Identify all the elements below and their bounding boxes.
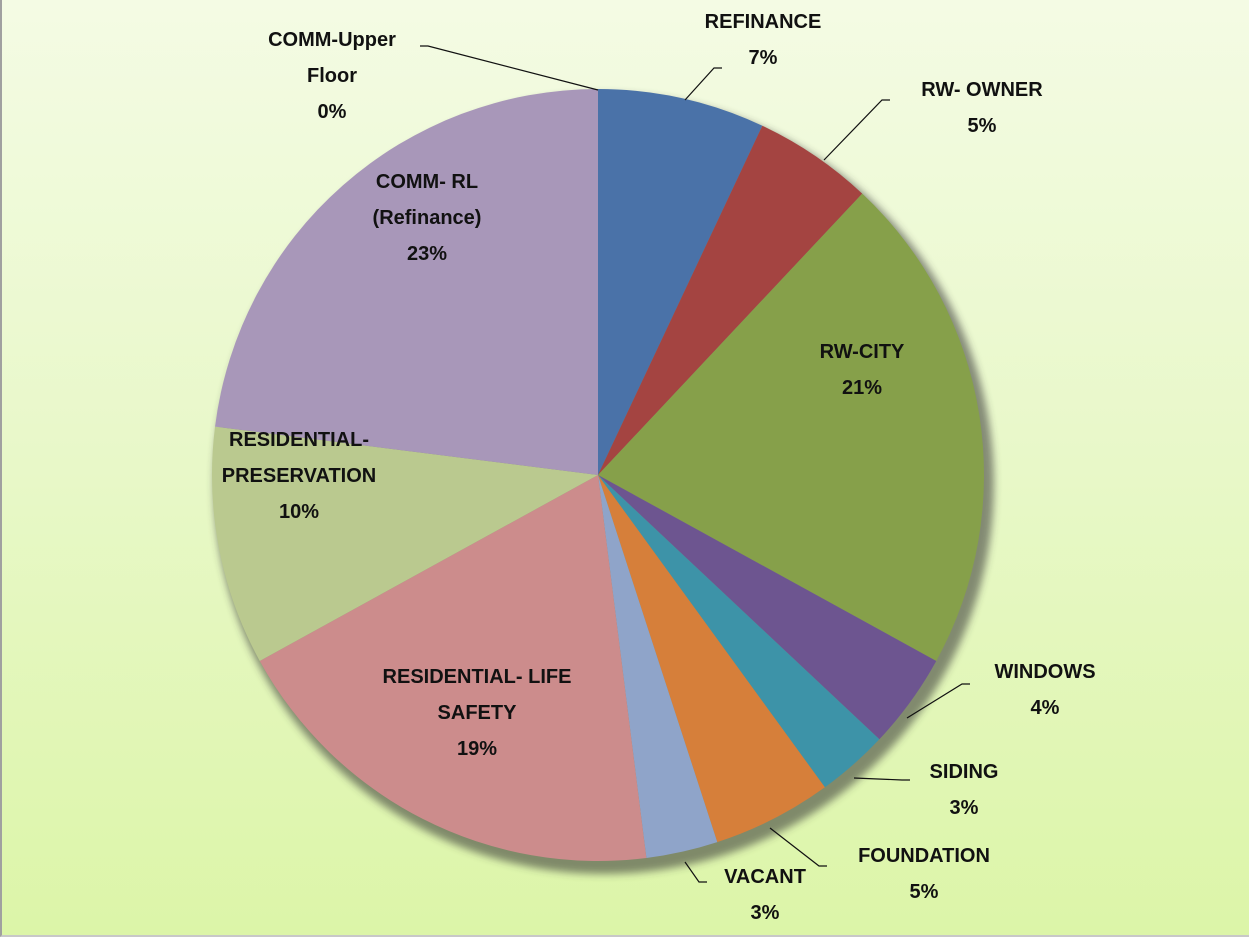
slice-percent: 5% [967, 115, 997, 137]
slice-label: VACANT 3% [665, 859, 865, 931]
pie-slice [259, 475, 647, 861]
leader-line [853, 777, 910, 781]
slice-percent: 3% [750, 902, 780, 924]
slice-name: RESIDENTIAL- PRESERVATION [221, 429, 377, 487]
slice-name: RW-CITY [819, 341, 905, 363]
leader-line [420, 45, 599, 91]
pie-slice [211, 426, 598, 661]
pie-slice [598, 475, 937, 740]
slice-label: SIDING 3% [864, 754, 1064, 826]
slice-name: SIDING [929, 761, 999, 783]
slice-name: RESIDENTIAL- LIFE SAFETY [382, 666, 572, 724]
leader-line [684, 67, 722, 101]
slice-label: WINDOWS 4% [945, 654, 1145, 726]
slice-percent: 0% [317, 101, 347, 123]
leader-line [823, 99, 890, 161]
slice-name: COMM- RL (Refinance) [372, 171, 482, 229]
slice-percent: 5% [909, 881, 939, 903]
slice-name: VACANT [724, 866, 806, 888]
slice-name: REFINANCE [704, 11, 822, 33]
slice-label: RESIDENTIAL- PRESERVATION 10% [199, 422, 399, 530]
pie-slice [598, 475, 718, 858]
pie-slice [598, 193, 984, 661]
pie-slice [598, 89, 763, 475]
slice-label: RW- OWNER 5% [882, 72, 1082, 144]
leader-line [906, 683, 970, 719]
slice-label: COMM- RL (Refinance) 23% [347, 164, 507, 272]
leader-line [684, 861, 707, 883]
pie-slice [598, 475, 880, 788]
slice-percent: 10% [278, 501, 320, 523]
pie-slice [598, 125, 863, 475]
slice-name: WINDOWS [994, 661, 1096, 683]
slice-name: COMM-Upper Floor [268, 29, 396, 87]
slice-name: RW- OWNER [921, 79, 1043, 101]
slice-percent: 23% [406, 243, 448, 265]
slice-label: RESIDENTIAL- LIFE SAFETY 19% [357, 659, 597, 767]
pie-slice [598, 475, 825, 843]
slice-percent: 21% [841, 377, 883, 399]
slice-percent: 7% [748, 47, 778, 69]
slice-percent: 19% [456, 738, 498, 760]
slice-percent: 4% [1030, 697, 1060, 719]
slice-label: FOUNDATION 5% [824, 838, 1024, 910]
pie-slice [215, 89, 598, 475]
slice-percent: 3% [949, 797, 979, 819]
leader-line [769, 827, 827, 867]
slice-label: COMM-Upper Floor 0% [252, 22, 412, 130]
slice-label: RW-CITY 21% [762, 334, 962, 406]
slice-label: REFINANCE 7% [663, 4, 863, 76]
slice-name: FOUNDATION [858, 845, 990, 867]
